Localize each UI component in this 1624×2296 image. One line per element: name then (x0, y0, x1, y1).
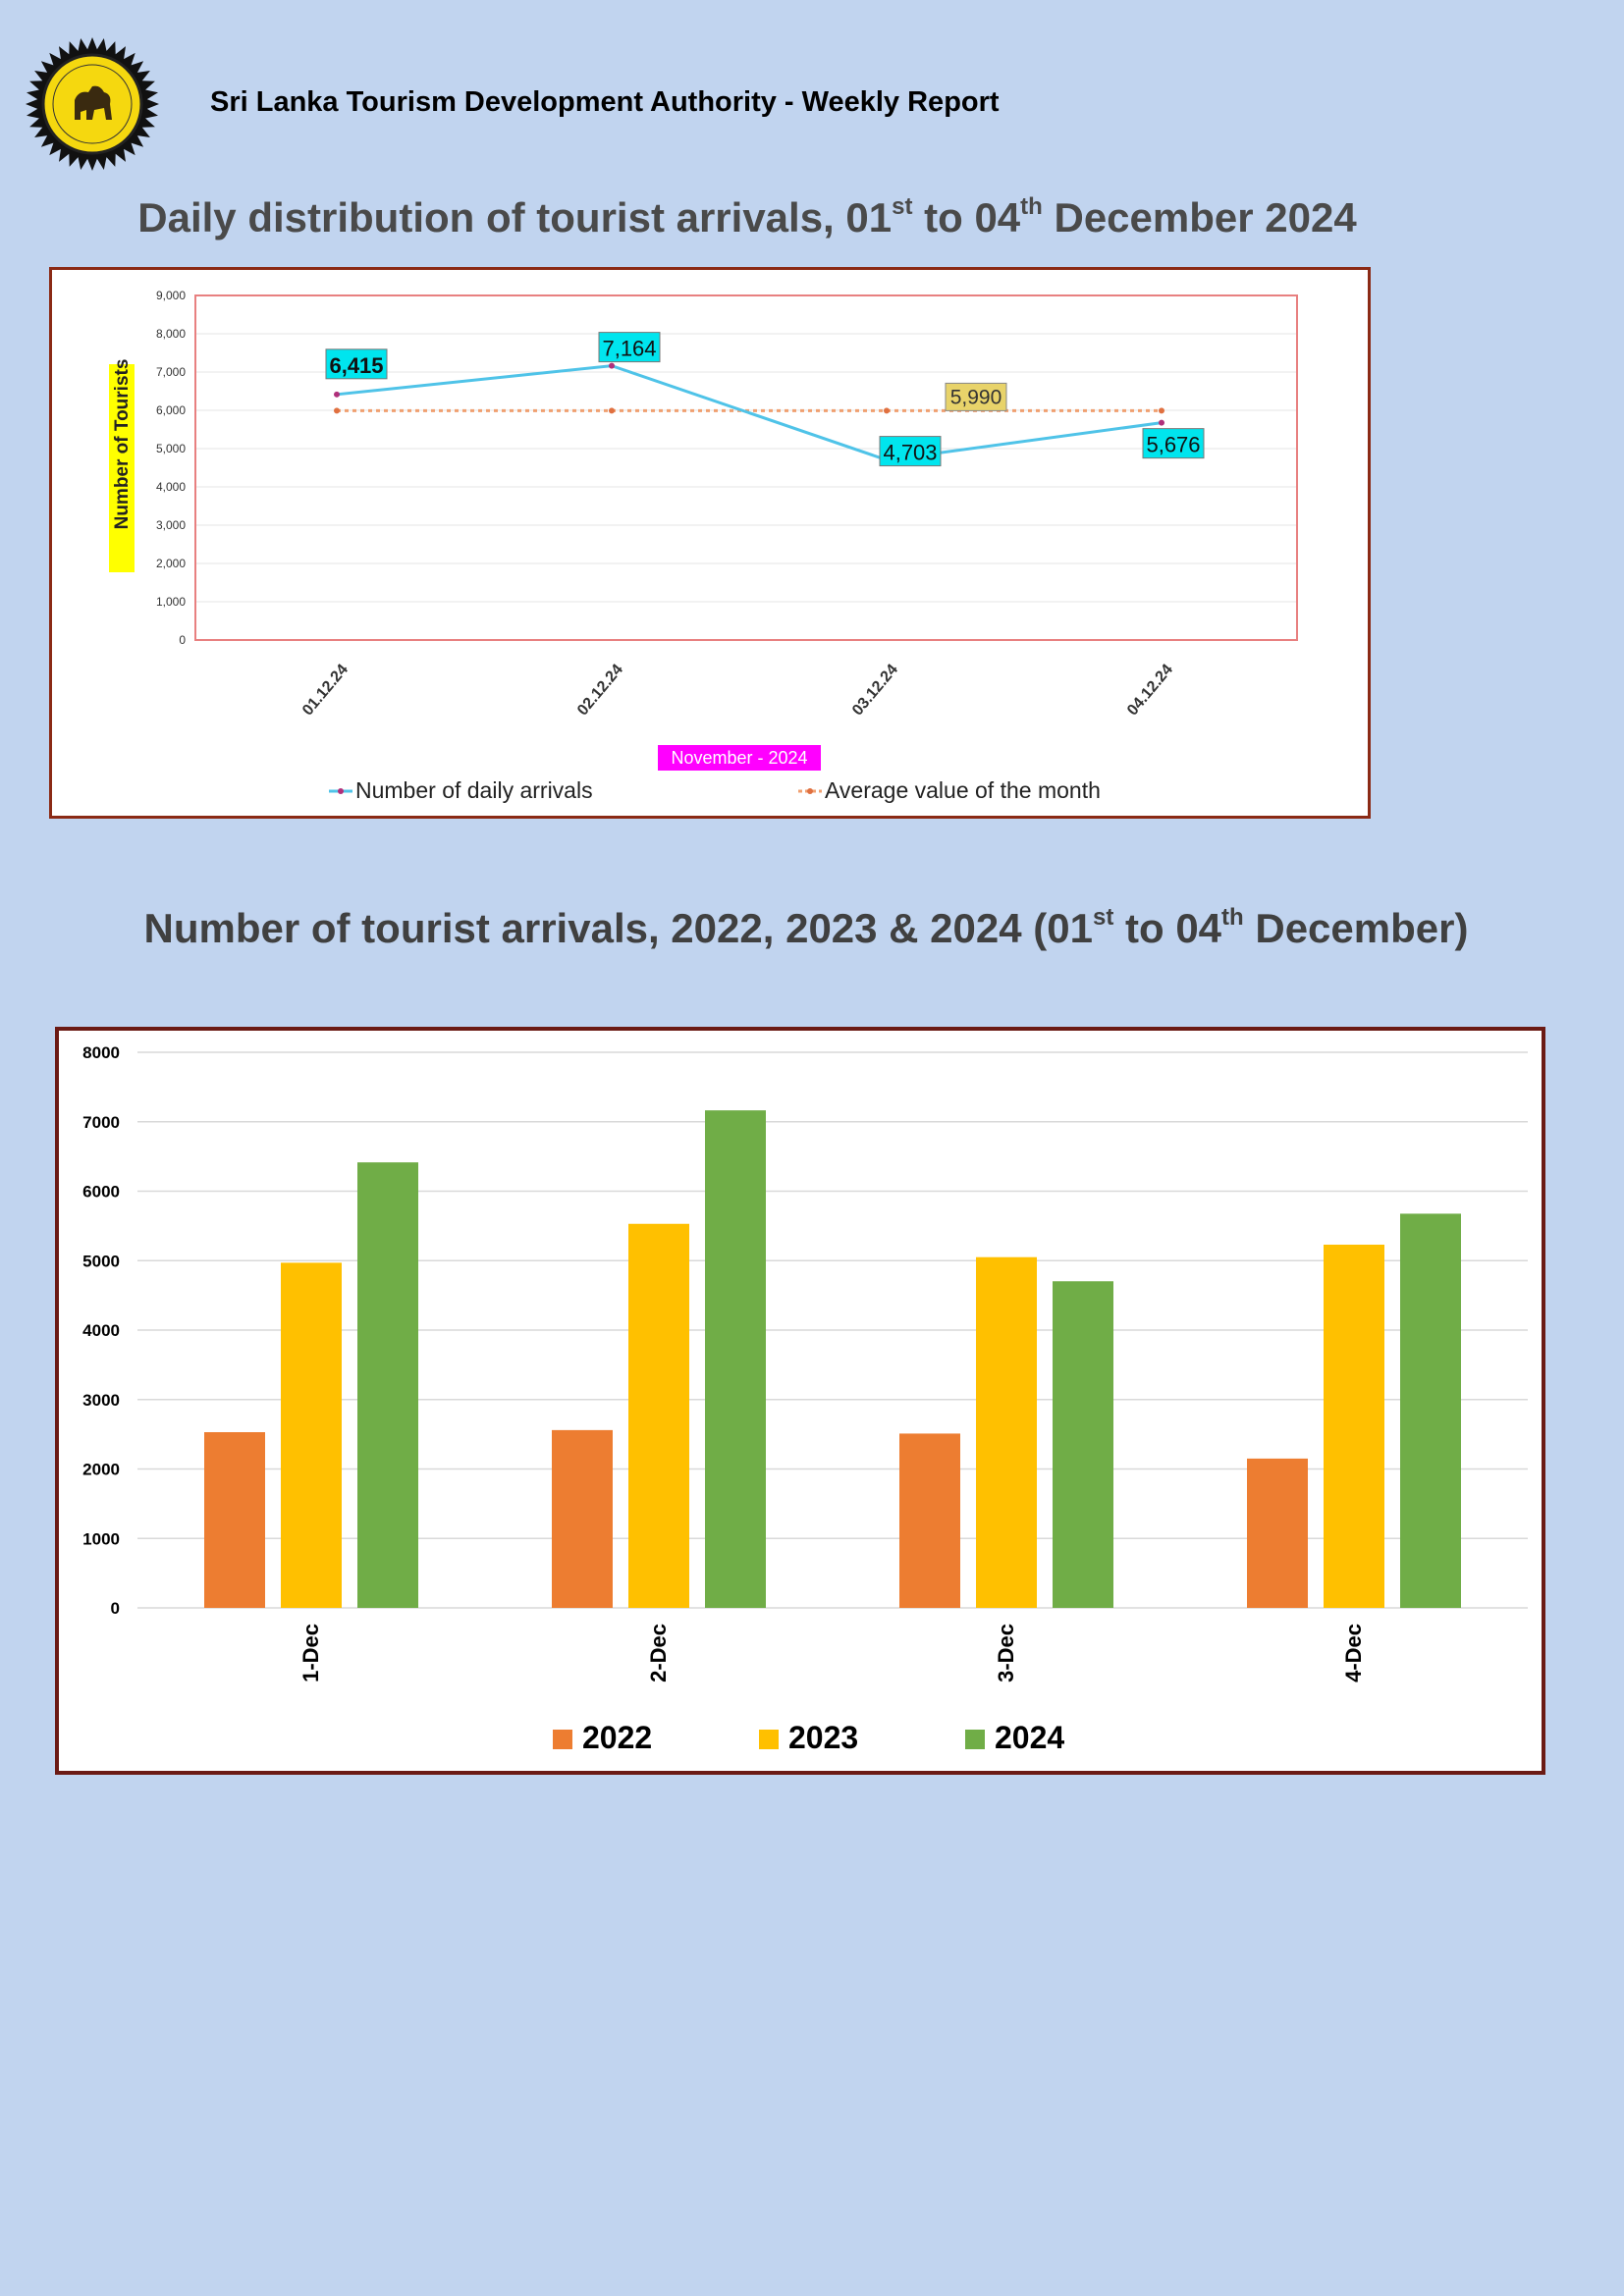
report-header-title: Sri Lanka Tourism Development Authority … (210, 86, 1000, 118)
y-axis-label: Number of Tourists (112, 359, 133, 530)
y-tick-label: 7000 (82, 1113, 120, 1132)
x-tick-label: 04.12.24 (1124, 662, 1176, 720)
data-label-box (598, 332, 661, 363)
bar-2023-2-Dec (628, 1223, 689, 1608)
bar-2024-1-Dec (357, 1162, 418, 1608)
bar-2022-3-Dec (899, 1433, 960, 1608)
y-tick-label: 4,000 (156, 480, 186, 494)
y-tick-label: 3,000 (156, 518, 186, 532)
bar-2024-4-Dec (1400, 1213, 1461, 1608)
y-tick-label: 2000 (82, 1461, 120, 1479)
y-tick-label: 9,000 (156, 289, 186, 302)
y-tick-label: 5,000 (156, 442, 186, 455)
bar-2022-2-Dec (552, 1429, 613, 1608)
y-tick-label: 6,000 (156, 403, 186, 417)
bar-2022-1-Dec (204, 1432, 265, 1608)
x-tick-label: 1-Dec (298, 1624, 323, 1682)
legend-marker-average (807, 788, 813, 794)
sltda-logo (26, 37, 159, 171)
bar-2024-3-Dec (1053, 1281, 1113, 1608)
legend-label-2024: 2024 (995, 1720, 1064, 1755)
daily-arrivals-point (1159, 419, 1164, 426)
bar-2023-4-Dec (1324, 1244, 1384, 1608)
y-tick-label: 5000 (82, 1252, 120, 1270)
x-tick-label: 03.12.24 (849, 662, 901, 720)
daily-arrivals-point (334, 391, 340, 398)
y-tick-label: 0 (179, 633, 186, 647)
bar-2023-1-Dec (281, 1262, 342, 1608)
x-axis-title-highlight (658, 745, 821, 771)
legend-swatch-2024 (965, 1730, 985, 1749)
data-label-box (325, 348, 388, 380)
legend-swatch-2023 (759, 1730, 779, 1749)
legend-label-2022: 2022 (582, 1720, 652, 1755)
y-tick-label: 1000 (82, 1529, 120, 1548)
average-point (334, 407, 340, 414)
daily-arrivals-line (336, 364, 1163, 462)
average-point (1159, 407, 1164, 414)
daily-distribution-title: Daily distribution of tourist arrivals, … (137, 193, 1357, 240)
data-label: 6,415 (329, 353, 383, 378)
data-label: 5,676 (1146, 433, 1200, 457)
daily-arrivals-chart-frame: 0 1,000 2,000 3,000 4,000 5,000 6,000 7,000 8,00… (49, 267, 1371, 819)
bar-2023-3-Dec (976, 1256, 1037, 1608)
yearly-comparison-chart-frame: 0 1000 2000 3000 4000 5000 6000 7000 8000 1-Dec 2-… (55, 1027, 1545, 1775)
plot-area-border (194, 294, 1298, 641)
legend-marker-daily (338, 788, 344, 794)
bar-2022-4-Dec (1247, 1458, 1308, 1608)
y-tick-label: 0 (111, 1599, 120, 1618)
bar-2024-2-Dec (705, 1110, 766, 1608)
y-axis-label-highlight (109, 364, 135, 572)
yearly-comparison-title: Number of tourist arrivals, 2022, 2023 &… (143, 904, 1469, 951)
data-label: 4,703 (883, 441, 937, 465)
average-value-label-box (945, 382, 1007, 411)
yearly-comparison-bar-chart: 0 1000 2000 3000 4000 5000 6000 7000 8000 1-Dec 2-… (82, 1043, 1528, 1755)
x-tick-label: 2-Dec (646, 1624, 671, 1682)
x-tick-label: 02.12.24 (574, 662, 626, 720)
data-label-box (879, 436, 942, 467)
legend-swatch-2022 (553, 1730, 572, 1749)
data-label: 7,164 (602, 337, 656, 361)
y-tick-label: 8000 (82, 1043, 120, 1062)
y-tick-label: 7,000 (156, 365, 186, 379)
average-point (884, 407, 890, 414)
x-tick-label: 01.12.24 (299, 662, 352, 720)
y-tick-label: 8,000 (156, 327, 186, 341)
y-tick-label: 4000 (82, 1321, 120, 1340)
x-tick-label: 3-Dec (994, 1624, 1018, 1682)
average-value-label: 5,990 (950, 386, 1002, 408)
legend-label-daily: Number of daily arrivals (355, 777, 593, 803)
average-point (609, 407, 615, 414)
data-label-box (1142, 428, 1205, 459)
x-axis-title: November - 2024 (671, 748, 807, 768)
y-tick-label: 6000 (82, 1183, 120, 1201)
daily-arrivals-line-chart: 0 1,000 2,000 3,000 4,000 5,000 6,000 7,000 8,00… (109, 289, 1298, 803)
legend-label-average: Average value of the month (825, 777, 1101, 803)
y-tick-label: 3000 (82, 1391, 120, 1410)
daily-arrivals-point (609, 362, 615, 369)
y-tick-label: 2,000 (156, 557, 186, 570)
y-tick-label: 1,000 (156, 595, 186, 609)
x-tick-label: 4-Dec (1341, 1624, 1366, 1682)
legend-label-2023: 2023 (788, 1720, 858, 1755)
